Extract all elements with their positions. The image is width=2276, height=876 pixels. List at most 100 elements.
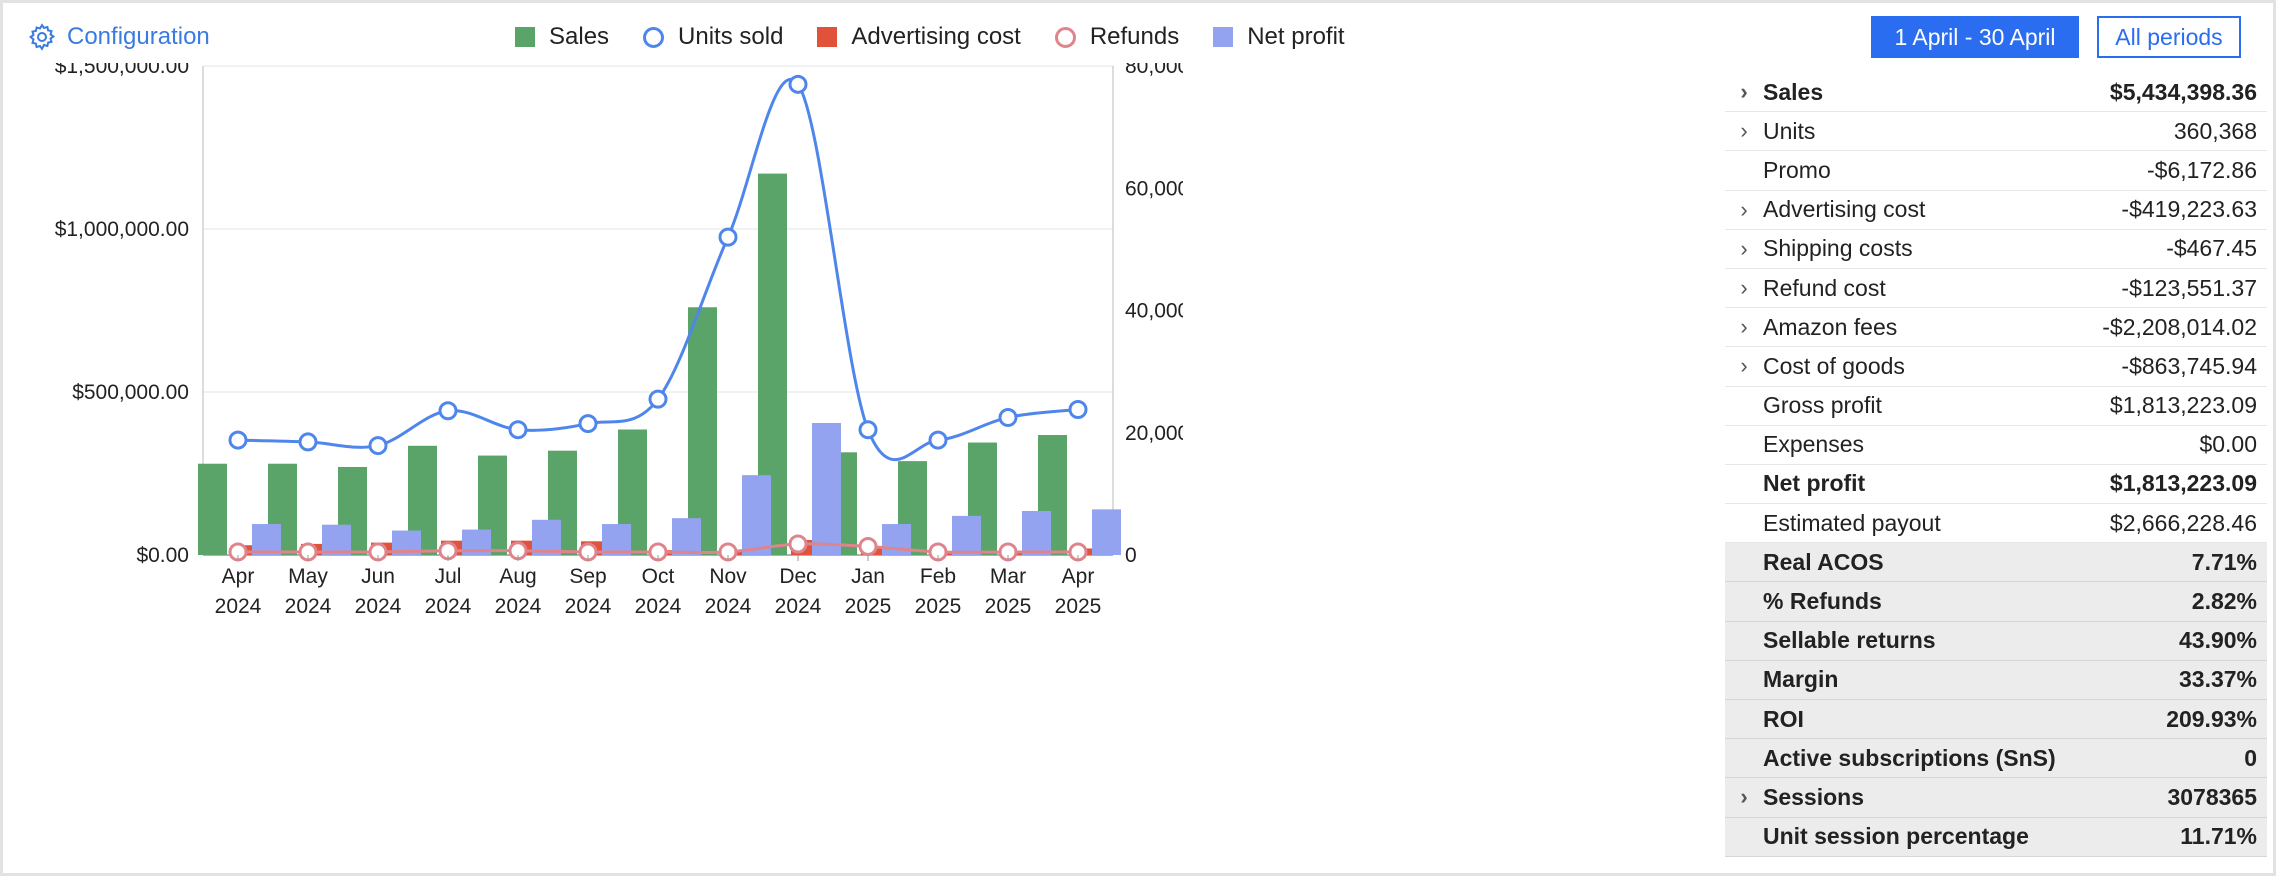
summary-value: 7.71% xyxy=(2191,548,2257,575)
legend-swatch xyxy=(817,27,838,47)
summary-value: $1,813,223.09 xyxy=(2109,470,2257,497)
bar-net-profit xyxy=(952,515,981,555)
point-units-sold xyxy=(1068,400,1088,420)
x-tick-label-year: 2024 xyxy=(775,595,822,618)
x-tick-label-year: 2024 xyxy=(355,595,402,618)
summary-label: Gross profit xyxy=(1763,392,1882,419)
point-units-sold xyxy=(718,227,738,247)
point-units-sold xyxy=(578,414,598,434)
line-units-sold xyxy=(237,78,1079,461)
right-axis-tick-label: 40,000 xyxy=(1125,300,1183,323)
legend-label: Units sold xyxy=(678,23,784,50)
x-tick-label-year: 2024 xyxy=(285,595,332,618)
summary-row-active-subscriptions-sns: Active subscriptions (SnS) 0 xyxy=(1725,739,2267,779)
x-tick-label-month: Feb xyxy=(920,565,956,588)
summary-value: -$467.45 xyxy=(2166,235,2257,262)
summary-value: 43.90% xyxy=(2178,627,2257,654)
summary-label: Units xyxy=(1763,117,1816,144)
combo-chart: $0.00 $500,000.00 $1,000,000.00 $1,500,000.… xyxy=(55,63,1183,618)
summary-row-refund-cost[interactable]: › Refund cost -$123,551.37 xyxy=(1725,269,2267,309)
x-tick-label-month: Aug xyxy=(499,565,536,588)
legend-item-sales[interactable]: Sales xyxy=(515,23,609,51)
x-tick-label-year: 2024 xyxy=(495,595,542,618)
chevron-right-icon: › xyxy=(1740,784,1748,810)
summary-row-advertising-cost[interactable]: › Advertising cost -$419,223.63 xyxy=(1725,191,2267,230)
summary-label: Margin xyxy=(1763,666,1839,693)
bar-sales xyxy=(198,463,227,555)
x-tick-label-month: May xyxy=(288,565,328,588)
summary-value: 2.82% xyxy=(2191,588,2257,615)
summary-row-estimated-payout: Estimated payout $2,666,228.46 xyxy=(1725,504,2267,544)
bar-net-profit xyxy=(1092,509,1121,555)
legend-swatch xyxy=(643,26,665,48)
summary-label: Cost of goods xyxy=(1763,352,1905,379)
summary-row-cost-of-goods[interactable]: › Cost of goods -$863,745.94 xyxy=(1725,347,2267,387)
summary-row-sellable-returns: Sellable returns 43.90% xyxy=(1725,621,2267,661)
x-tick-label-year: 2024 xyxy=(635,595,682,618)
summary-label: Estimated payout xyxy=(1763,509,1941,536)
x-tick-label-year: 2024 xyxy=(565,595,612,618)
summary-value: 33.37% xyxy=(2178,666,2257,693)
chevron-right-icon: › xyxy=(1740,314,1748,340)
x-tick-label-year: 2025 xyxy=(985,595,1032,618)
summary-value: 0 xyxy=(2244,744,2257,771)
legend-item-advertising-cost[interactable]: Advertising cost xyxy=(817,23,1021,51)
summary-label: % Refunds xyxy=(1763,588,1882,615)
x-tick-label-month: Oct xyxy=(642,565,675,588)
period-button[interactable]: 1 April - 30 April xyxy=(1871,16,2079,58)
summary-value: 360,368 xyxy=(2173,117,2257,144)
point-units-sold xyxy=(928,430,948,450)
summary-row-shipping-costs[interactable]: › Shipping costs -$467.45 xyxy=(1725,230,2267,269)
chevron-right-icon: › xyxy=(1740,235,1748,261)
summary-value: -$123,551.37 xyxy=(2121,274,2257,301)
gear-icon xyxy=(29,23,56,51)
summary-label: Net profit xyxy=(1763,470,1866,497)
legend-item-net-profit[interactable]: Net profit xyxy=(1213,23,1345,51)
x-tick-label-month: Mar xyxy=(990,565,1026,588)
legend-label: Sales xyxy=(549,23,610,50)
chevron-right-icon: › xyxy=(1740,353,1748,379)
summary-label: Amazon fees xyxy=(1763,313,1898,340)
x-tick-label-month: Dec xyxy=(779,565,816,588)
left-axis-tick-label: $1,500,000.00 xyxy=(55,63,189,78)
summary-label: Sales xyxy=(1763,78,1824,105)
summary-value: -$2,208,014.02 xyxy=(2102,313,2257,340)
point-units-sold xyxy=(648,389,668,409)
x-tick-label-year: 2024 xyxy=(705,595,752,618)
right-axis-tick-label: 60,000 xyxy=(1125,177,1183,200)
legend-item-refunds[interactable]: Refunds xyxy=(1054,23,1180,51)
point-units-sold xyxy=(298,432,318,452)
summary-label: Refund cost xyxy=(1763,274,1886,301)
summary-row-sales[interactable]: › Sales $5,434,398.36 xyxy=(1725,73,2267,113)
all-periods-button[interactable]: All periods xyxy=(2097,16,2241,58)
point-units-sold xyxy=(368,436,388,456)
summary-value: 11.71% xyxy=(2180,823,2257,850)
summary-value: $1,813,223.09 xyxy=(2109,392,2257,419)
x-tick-label-month: Jul xyxy=(435,565,462,588)
legend-label: Refunds xyxy=(1089,23,1180,50)
chevron-right-icon: › xyxy=(1740,79,1748,105)
summary-label: Sessions xyxy=(1763,783,1864,810)
x-tick-label-year: 2025 xyxy=(845,595,892,618)
summary-row-unit-session-percentage: Unit session percentage 11.71% xyxy=(1725,817,2267,857)
summary-label: Sellable returns xyxy=(1763,627,1936,654)
right-axis-tick-label: 20,000 xyxy=(1125,422,1183,445)
summary-row-refunds: % Refunds 2.82% xyxy=(1725,582,2267,622)
summary-value: -$6,172.86 xyxy=(2147,156,2257,183)
summary-value: 3078365 xyxy=(2167,783,2257,810)
legend-label: Advertising cost xyxy=(851,23,1021,50)
bar-net-profit xyxy=(322,524,351,555)
summary-row-amazon-fees[interactable]: › Amazon fees -$2,208,014.02 xyxy=(1725,308,2267,348)
summary-value: -$419,223.63 xyxy=(2121,196,2257,223)
summary-row-units[interactable]: › Units 360,368 xyxy=(1725,112,2267,152)
legend-item-units-sold[interactable]: Units sold xyxy=(643,23,783,51)
chevron-right-icon: › xyxy=(1740,275,1748,301)
legend-label: Net profit xyxy=(1247,23,1345,50)
summary-value: $5,434,398.36 xyxy=(2109,78,2257,105)
summary-value: $0.00 xyxy=(2199,431,2257,458)
x-tick-label-month: Nov xyxy=(709,565,747,588)
summary-row-sessions[interactable]: › Sessions 3078365 xyxy=(1725,778,2267,818)
summary-label: Promo xyxy=(1763,156,1831,183)
configuration-link[interactable]: Configuration xyxy=(27,19,210,55)
summary-value: 209.93% xyxy=(2166,705,2257,732)
